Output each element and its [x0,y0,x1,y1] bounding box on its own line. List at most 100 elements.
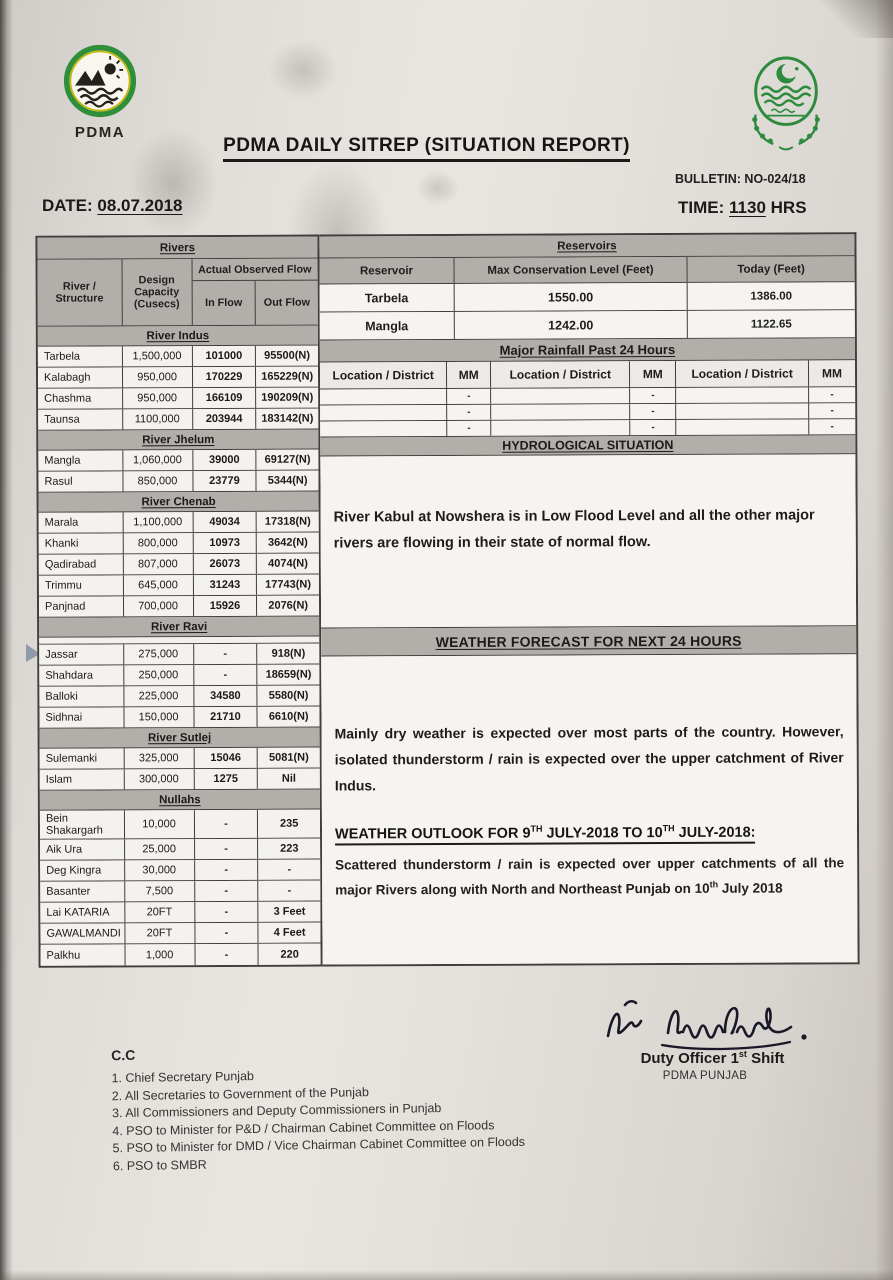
river-section-header: River Chenab [38,491,319,513]
river-row: Chashma 950,000 166109 190209(N) [38,387,319,410]
inflow-cell: - [194,859,259,881]
reservoir-col-header: Reservoir [319,257,455,284]
capacity-cell: 950,000 [122,367,193,388]
reservoir-row: Mangla 1242.00 1122.65 [319,310,855,341]
pdma-logo-icon [63,44,137,118]
design-capacity-header: Design Capacity (Cusecs) [122,259,193,326]
inflow-cell: - [194,880,259,902]
reservoirs-header: Reservoir Max Conservation Level (Feet) … [319,256,855,285]
river-structure-header: River / Structure [37,259,123,326]
river-row: Lai KATARIA 20FT - 3 Feet [40,901,321,924]
river-row: Marala 1,100,000 49034 17318(N) [38,511,319,534]
cc-block: C.C 1. Chief Secretary Punjab 2. All Secr… [111,1041,525,1175]
river-row: Trimmu 645,000 31243 17743(N) [38,574,319,597]
river-name-cell: Kalabagh [37,367,123,388]
mm-header: MM [630,360,677,388]
inflow-cell: - [194,838,259,860]
inflow-cell: - [193,643,258,665]
inflow-cell: - [193,664,258,686]
forecast-body-text: Mainly dry weather is expected over most… [334,723,844,794]
rainfall-location-cell [491,404,631,420]
river-name-cell: Qadirabad [38,554,124,575]
inflow-cell: 39000 [192,449,257,471]
inflow-cell: 21710 [194,706,258,728]
rainfall-mm-cell: - [630,419,677,436]
inflow-cell: 170229 [192,366,257,388]
river-name-cell: Mangla [38,450,123,471]
reservoirs-title: Reservoirs [319,234,855,259]
capacity-cell: 20FT [124,902,195,923]
river-section-header: River Sutlej [39,727,320,749]
rainfall-location-cell [320,404,448,421]
inflow-cell: 26073 [193,553,258,575]
river-row: Bein Shakargarh 10,000- 235 [39,809,321,840]
hydro-title: HYDROLOGICAL SITUATION [320,435,856,457]
outflow-cell: 190209(N) [261,391,314,404]
river-section-header: River Ravi [39,616,320,638]
inflow-cell: 1275 [194,768,259,790]
inflow-cell: 166109 [192,387,257,409]
outflow-cell: Nil [281,772,297,785]
river-row: Jassar 275,000-918(N) [39,643,320,666]
today-col-header: Today (Feet) [737,262,805,276]
outflow-cell: 183142(N) [261,412,314,425]
river-row: Shahdara 250,000-18659(N) [39,664,320,687]
report-time: TIME: 1130 HRS [678,198,807,217]
river-row: Palkhu 1,000- 220 [40,943,321,966]
capacity-cell: 300,000 [124,769,195,790]
photo-edge-left [0,0,13,1280]
capacity-cell: 1,000 [125,944,196,966]
capacity-cell: 1,500,000 [122,346,193,367]
photo-corner [807,0,893,38]
rivers-table-header: River / Structure Design Capacity (Cusec… [37,258,318,327]
capacity-cell: 20FT [124,923,196,944]
reservoir-name: Tarbela [319,283,455,312]
rainfall-mm-cell: - [830,389,834,401]
outflow-cell: 4074(N) [268,557,308,570]
report-date-value: 08.07.2018 [97,196,183,215]
rainfall-mm-cell: - [830,421,834,433]
inflow-cell: 23779 [192,470,257,492]
rainfall-mm-cell: - [630,387,677,404]
outflow-cell: 17318(N) [264,515,311,528]
location-district-header: Location / District [676,360,810,387]
capacity-cell: 1,100,000 [123,512,194,533]
river-row: Basanter 7,500- - [40,880,321,903]
capacity-cell: 275,000 [123,644,194,665]
cc-label: C.C [111,1046,136,1064]
river-row: GAWALMANDI 20FT - 4 Feet [40,922,321,945]
capacity-cell: 325,000 [124,748,195,769]
report-date: DATE: 08.07.2018 [42,196,183,215]
paper-stain [416,170,460,206]
inflow-cell: 10973 [193,532,258,554]
punjab-crest-icon [752,56,820,151]
outflow-cell: 223 [280,842,299,855]
river-name-cell: Shahdara [39,665,124,686]
river-name-cell: Bein Shakargarh [39,810,125,839]
river-name-cell: Aik Ura [40,839,125,860]
river-name-cell: Deg Kingra [40,860,125,881]
right-panel: Reservoirs Reservoir Max Conservation Le… [319,232,860,967]
capacity-cell: 950,000 [122,388,193,409]
outflow-cell: 220 [280,948,299,961]
capacity-cell: 25,000 [124,839,195,860]
outflow-cell: 918(N) [271,647,306,660]
bulletin-no: BULLETIN: NO-024/18 [675,172,806,186]
rainfall-mm-cell: - [830,405,834,417]
rainfall-location-cell [320,420,448,437]
rainfall-header: Location / District MM Location / Distri… [319,360,856,390]
river-row: Deg Kingra 30,000- - [40,859,321,882]
river-row: Qadirabad 807,000 26073 4074(N) [38,553,319,576]
river-name-cell: Palkhu [40,944,126,966]
signature [606,999,807,1051]
outlook-body: Scattered thunderstorm / rain is expecte… [335,855,845,898]
river-name-cell: Marala [38,512,124,533]
rivers-table-body: River Indus Tarbela 1,500,000 101000 95500(N… [37,325,321,966]
out-flow-header: Out Flow [263,296,310,309]
reservoir-name: Mangla [319,311,455,340]
in-flow-header: In Flow [192,280,257,326]
capacity-cell: 700,000 [123,596,194,617]
capacity-cell: 10,000 [124,810,195,839]
inflow-cell: 49034 [193,511,258,533]
outflow-cell: 3 Feet [273,905,306,918]
